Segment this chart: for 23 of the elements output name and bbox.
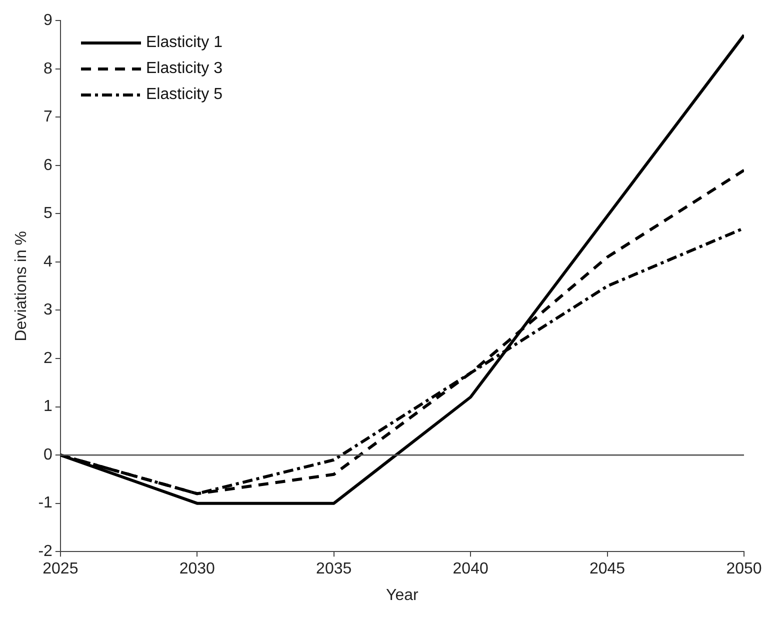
y-tick-label: 1 — [44, 398, 53, 416]
y-tick-label: -2 — [38, 543, 53, 560]
y-tick-label: 8 — [44, 60, 53, 78]
y-tick-label: 0 — [44, 446, 53, 464]
y-tick-label: 4 — [44, 253, 53, 270]
y-tick-label: 6 — [44, 156, 53, 174]
x-tick-label: 2045 — [589, 560, 626, 578]
y-tick-label: 7 — [44, 108, 53, 126]
legend-label: Elasticity 5 — [146, 86, 222, 104]
x-axis-title: Year — [386, 586, 420, 604]
x-tick-label: 2040 — [452, 560, 488, 578]
y-tick-label: 2 — [44, 350, 53, 367]
y-axis-title: Deviations in % — [13, 230, 30, 342]
x-tick-label: 2035 — [316, 560, 352, 578]
legend-label: Elasticity 3 — [146, 60, 222, 78]
legend-label: Elasticity 1 — [146, 34, 222, 52]
y-tick-label: 9 — [44, 12, 53, 30]
x-tick-label: 2050 — [726, 560, 762, 578]
y-tick-label: -1 — [38, 494, 53, 512]
x-tick-label: 2030 — [179, 560, 216, 578]
x-tick-label: 2025 — [42, 560, 78, 578]
y-tick-label: 3 — [44, 302, 53, 319]
y-tick-label: 5 — [44, 205, 53, 222]
